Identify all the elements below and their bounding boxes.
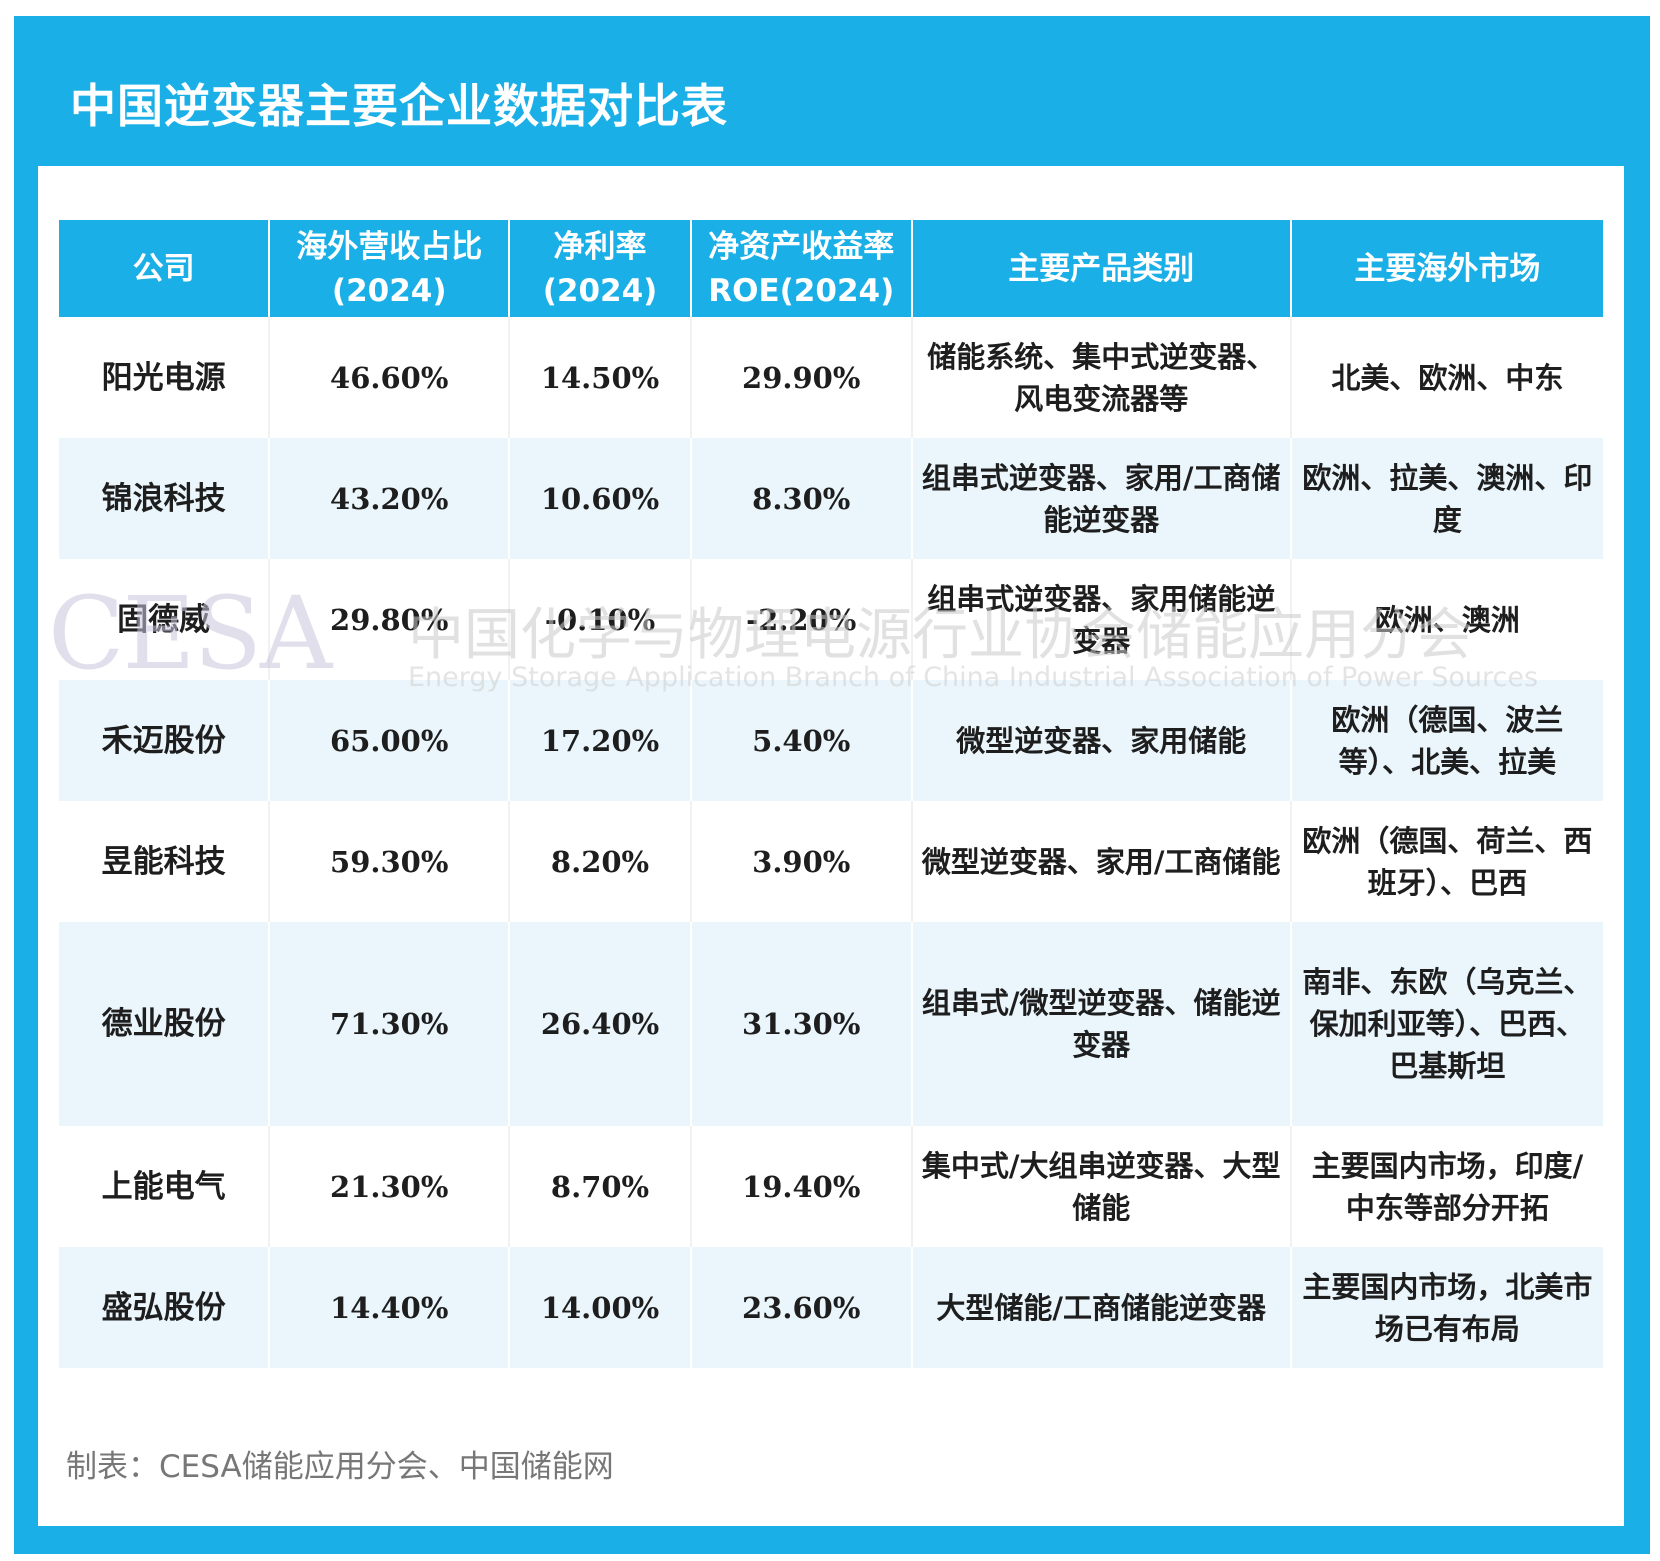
source-footer: 制表：CESA储能应用分会、中国储能网 — [66, 1449, 614, 1485]
cell-net-margin: 26.40% — [508, 922, 691, 1126]
cell-markets: 北美、欧洲、中东 — [1289, 317, 1603, 438]
cell-company: 昱能科技 — [59, 801, 270, 922]
cell-products: 储能系统、集中式逆变器、风电变流器等 — [910, 317, 1291, 438]
cell-markets: 南非、东欧（乌克兰、保加利亚等）、巴西、巴基斯坦 — [1289, 922, 1603, 1126]
cell-markets: 欧洲、拉美、澳洲、印度 — [1289, 438, 1603, 559]
table-row: 上能电气 21.30% 8.70% 19.40% 集中式/大组串逆变器、大型储能… — [59, 1126, 1603, 1247]
cell-company: 锦浪科技 — [59, 438, 270, 559]
cell-markets: 欧洲、澳洲 — [1289, 559, 1603, 680]
header-markets: 主要海外市场 — [1289, 220, 1603, 317]
cell-products: 组串式逆变器、家用/工商储能逆变器 — [910, 438, 1291, 559]
cell-overseas: 14.40% — [268, 1247, 510, 1368]
cell-company: 阳光电源 — [59, 317, 270, 438]
header-company: 公司 — [59, 220, 270, 317]
cell-net-margin: 17.20% — [508, 680, 691, 801]
table-row: 锦浪科技 43.20% 10.60% 8.30% 组串式逆变器、家用/工商储能逆… — [59, 438, 1603, 559]
cell-overseas: 29.80% — [268, 559, 510, 680]
cell-markets: 欧洲（德国、波兰等）、北美、拉美 — [1289, 680, 1603, 801]
cell-roe: 19.40% — [689, 1126, 912, 1247]
cell-overseas: 21.30% — [268, 1126, 510, 1247]
cell-roe: 23.60% — [689, 1247, 912, 1368]
cell-roe: 29.90% — [689, 317, 912, 438]
cell-overseas: 65.00% — [268, 680, 510, 801]
header-products: 主要产品类别 — [910, 220, 1291, 317]
cell-net-margin: 8.70% — [508, 1126, 691, 1247]
cell-net-margin: 14.00% — [508, 1247, 691, 1368]
cell-products: 大型储能/工商储能逆变器 — [910, 1247, 1291, 1368]
comparison-table: 公司 海外营收占比 (2024) 净利率 (2024) 净资产收益率 ROE(2024… — [59, 220, 1603, 1368]
cell-markets: 主要国内市场，印度/中东等部分开拓 — [1289, 1126, 1603, 1247]
cell-overseas: 46.60% — [268, 317, 510, 438]
cell-company: 禾迈股份 — [59, 680, 270, 801]
page-title: 中国逆变器主要企业数据对比表 — [70, 79, 728, 133]
cell-products: 微型逆变器、家用/工商储能 — [910, 801, 1291, 922]
cell-markets: 欧洲（德国、荷兰、西班牙）、巴西 — [1289, 801, 1603, 922]
table-row: 盛弘股份 14.40% 14.00% 23.60% 大型储能/工商储能逆变器 主… — [59, 1247, 1603, 1368]
cell-company: 固德威 — [59, 559, 270, 680]
cell-roe: -2.20% — [689, 559, 912, 680]
table-row: 德业股份 71.30% 26.40% 31.30% 组串式/微型逆变器、储能逆变… — [59, 922, 1603, 1126]
cell-net-margin: 8.20% — [508, 801, 691, 922]
header-net-margin: 净利率 (2024) — [508, 220, 691, 317]
cell-roe: 3.90% — [689, 801, 912, 922]
cell-products: 微型逆变器、家用储能 — [910, 680, 1291, 801]
table-row: 昱能科技 59.30% 8.20% 3.90% 微型逆变器、家用/工商储能 欧洲… — [59, 801, 1603, 922]
cell-roe: 5.40% — [689, 680, 912, 801]
cell-overseas: 59.30% — [268, 801, 510, 922]
cell-net-margin: -0.10% — [508, 559, 691, 680]
table-panel: 公司 海外营收占比 (2024) 净利率 (2024) 净资产收益率 ROE(2024… — [38, 166, 1624, 1526]
header-overseas-share: 海外营收占比 (2024) — [268, 220, 510, 317]
cell-products: 组串式/微型逆变器、储能逆变器 — [910, 922, 1291, 1126]
cell-company: 上能电气 — [59, 1126, 270, 1247]
table-row: 阳光电源 46.60% 14.50% 29.90% 储能系统、集中式逆变器、风电… — [59, 317, 1603, 438]
cell-company: 盛弘股份 — [59, 1247, 270, 1368]
cell-overseas: 43.20% — [268, 438, 510, 559]
table-row: 禾迈股份 65.00% 17.20% 5.40% 微型逆变器、家用储能 欧洲（德… — [59, 680, 1603, 801]
cell-products: 组串式逆变器、家用储能逆变器 — [910, 559, 1291, 680]
table-header-row: 公司 海外营收占比 (2024) 净利率 (2024) 净资产收益率 ROE(2024… — [59, 220, 1603, 317]
cell-net-margin: 10.60% — [508, 438, 691, 559]
cell-roe: 8.30% — [689, 438, 912, 559]
blue-frame: 中国逆变器主要企业数据对比表 公司 海外营收占比 (2024) 净利率 (2024)… — [14, 16, 1650, 1554]
cell-company: 德业股份 — [59, 922, 270, 1126]
cell-net-margin: 14.50% — [508, 317, 691, 438]
header-roe: 净资产收益率 ROE(2024) — [689, 220, 912, 317]
cell-products: 集中式/大组串逆变器、大型储能 — [910, 1126, 1291, 1247]
cell-roe: 31.30% — [689, 922, 912, 1126]
cell-markets: 主要国内市场，北美市场已有布局 — [1289, 1247, 1603, 1368]
table-row: 固德威 29.80% -0.10% -2.20% 组串式逆变器、家用储能逆变器 … — [59, 559, 1603, 680]
cell-overseas: 71.30% — [268, 922, 510, 1126]
